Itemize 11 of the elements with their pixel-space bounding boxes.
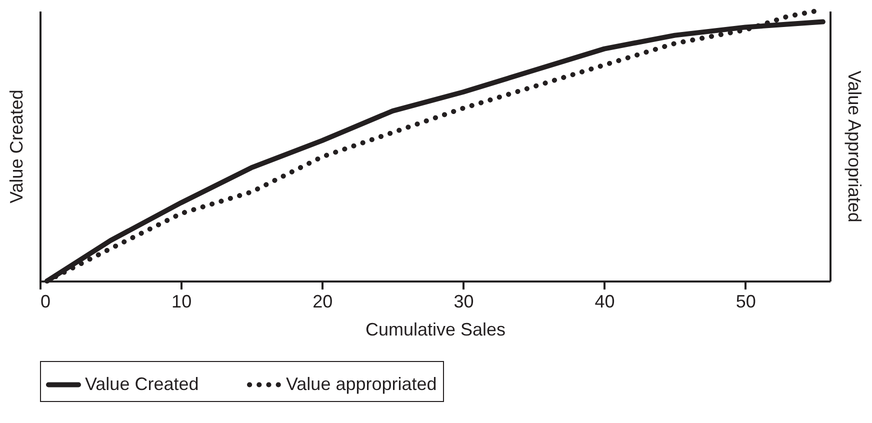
y2-axis-title: Value Appropriated bbox=[844, 70, 864, 222]
x-tick-label: 40 bbox=[594, 292, 615, 312]
x-tick-label: 30 bbox=[454, 292, 474, 312]
legend-label: Value appropriated bbox=[286, 374, 437, 394]
x-tick-label: 50 bbox=[736, 292, 756, 312]
legend-label: Value Created bbox=[85, 374, 199, 394]
x-axis-title: Cumulative Sales bbox=[365, 320, 506, 340]
x-tick-label: 0 bbox=[40, 292, 51, 312]
y-axis-title: Value Created bbox=[6, 90, 26, 204]
x-tick-label: 20 bbox=[312, 292, 333, 312]
x-tick-label: 10 bbox=[172, 292, 192, 312]
